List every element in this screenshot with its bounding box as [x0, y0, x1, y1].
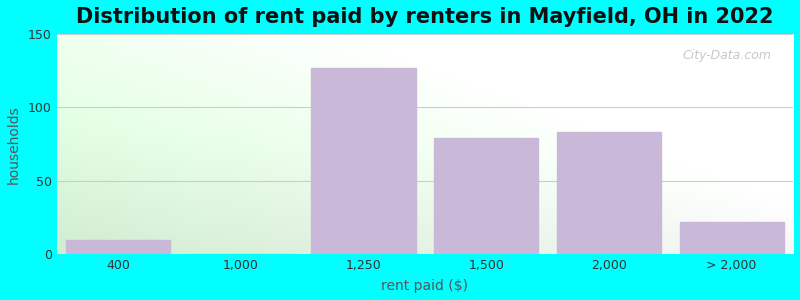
- Text: City-Data.com: City-Data.com: [682, 50, 771, 62]
- Bar: [311, 68, 416, 254]
- Title: Distribution of rent paid by renters in Mayfield, OH in 2022: Distribution of rent paid by renters in …: [76, 7, 774, 27]
- Y-axis label: households: households: [7, 105, 21, 184]
- X-axis label: rent paid ($): rent paid ($): [382, 279, 468, 293]
- Bar: [434, 138, 538, 254]
- Bar: [66, 240, 170, 254]
- Bar: [557, 132, 661, 254]
- Bar: [679, 222, 784, 254]
